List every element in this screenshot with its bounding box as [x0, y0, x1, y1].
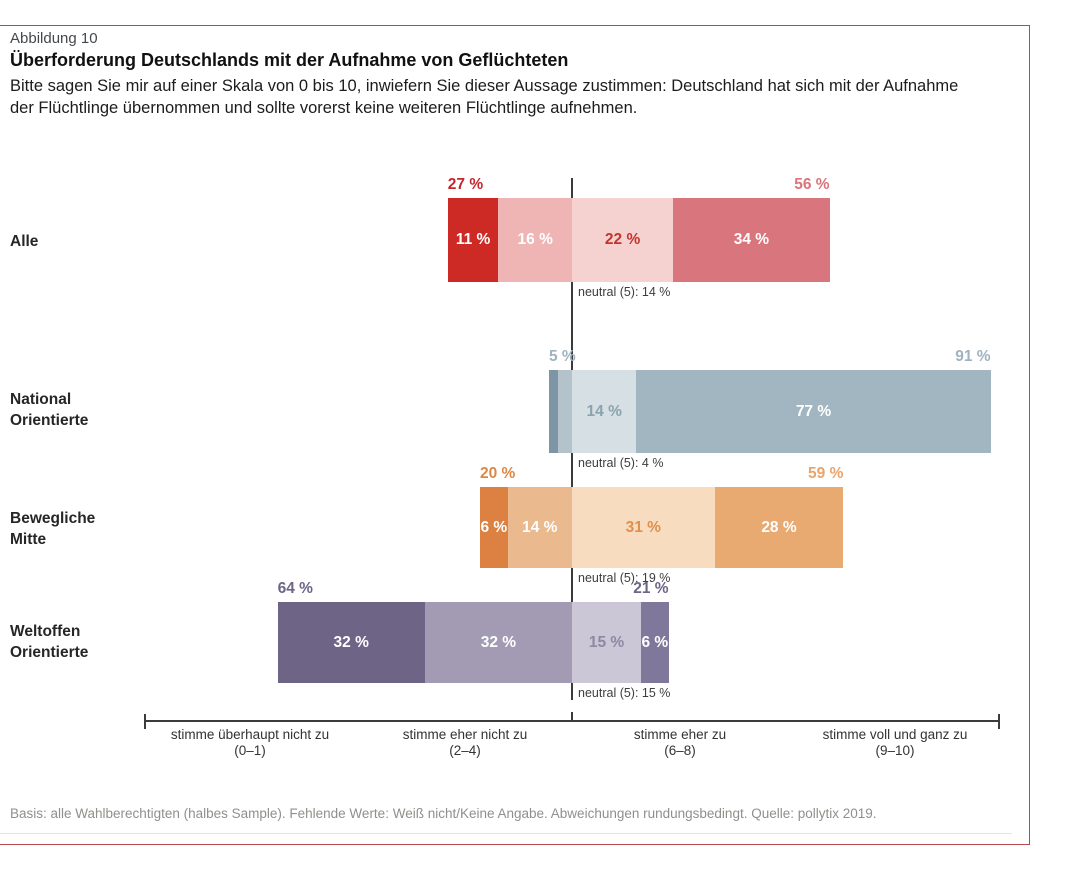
axis-tick-center: [571, 712, 573, 721]
axis-category-3: stimme voll und ganz zu (9–10): [785, 727, 1005, 759]
bar-segment: 14 %: [507, 487, 572, 568]
agree-total-label: 21 %: [633, 580, 669, 597]
segment-value-label: 28 %: [761, 518, 797, 536]
disagree-total-label: 27 %: [447, 176, 484, 193]
bar-segment: 28 %: [714, 487, 844, 568]
figure-label: Abbildung 10: [10, 30, 98, 47]
group-label-national-orientierte: National Orientierte: [10, 391, 89, 429]
agree-total-label: 56 %: [794, 176, 830, 193]
bar-segment: [558, 370, 572, 453]
segment-value-label: 11 %: [455, 231, 491, 248]
axis-tick-left: [144, 714, 146, 729]
neutral-value-label: neutral (5): 14 %: [578, 285, 671, 299]
axis-category-range: (0–1): [234, 743, 266, 758]
segment-value-label: 34 %: [733, 231, 770, 248]
axis-category-range: (9–10): [875, 743, 915, 758]
axis-category-label: stimme eher zu: [633, 727, 727, 742]
segment-value-label: 31 %: [625, 518, 661, 536]
axis-tick-right: [998, 714, 1000, 729]
figure-title: Überforderung Deutschlands mit der Aufna…: [10, 50, 569, 70]
bar-segment: 14 %: [572, 370, 637, 453]
segment-value-label: 22 %: [604, 231, 641, 248]
source-note: Basis: alle Wahlberechtigten (halbes Sam…: [10, 806, 877, 821]
segment-value-label: 6 %: [641, 633, 669, 651]
bar-segment: 15 %: [572, 602, 641, 683]
disagree-total-label: 20 %: [480, 465, 516, 482]
bar-segment: 32 %: [424, 602, 572, 683]
bar-segment: 6 %: [641, 602, 669, 683]
bar-segment: 11 %: [447, 198, 499, 282]
axis-category-2: stimme eher zu (6–8): [570, 727, 790, 759]
axis-category-label: stimme voll und ganz zu: [822, 727, 968, 742]
segment-value-label: 77 %: [795, 402, 832, 420]
segment-value-label: 32 %: [480, 633, 517, 651]
segment-value-label: 6 %: [480, 518, 508, 536]
disagree-total-label: 5 %: [549, 348, 576, 365]
axis-category-0: stimme überhaupt nicht zu (0–1): [140, 727, 360, 759]
bar-segment: 16 %: [498, 198, 572, 282]
agree-total-label: 59 %: [808, 465, 844, 482]
bar-segment: 32 %: [277, 602, 425, 683]
neutral-value-label: neutral (5): 15 %: [578, 686, 671, 700]
segment-value-label: 32 %: [333, 633, 369, 651]
group-label-alle: Alle: [10, 233, 39, 250]
bar-segment: 31 %: [572, 487, 715, 568]
bar-segment: 6 %: [480, 487, 508, 568]
segment-value-label: 14 %: [522, 518, 558, 536]
group-label-bewegliche-mitte: Bewegliche Mitte: [10, 510, 96, 548]
footer-divider: [0, 833, 1012, 834]
axis-category-label: stimme überhaupt nicht zu: [170, 727, 330, 742]
x-axis-line: [145, 720, 1000, 722]
figure-frame: [0, 25, 1030, 845]
bar-segment: 34 %: [673, 198, 830, 282]
agree-total-label: 91 %: [955, 348, 991, 365]
group-label-weltoffen-orientierte: Weltoffen Orientierte: [10, 623, 89, 661]
neutral-value-label: neutral (5): 19 %: [578, 571, 671, 585]
segment-value-label: 16 %: [517, 231, 553, 248]
bar-segment: 22 %: [572, 198, 674, 282]
bar-segment: 77 %: [636, 370, 991, 453]
segment-value-label: 14 %: [586, 402, 622, 420]
disagree-total-label: 64 %: [277, 580, 313, 597]
bar-segment: [549, 370, 559, 453]
neutral-value-label: neutral (5): 4 %: [578, 456, 664, 470]
axis-category-range: (6–8): [664, 743, 696, 758]
figure-subtitle: Bitte sagen Sie mir auf einer Skala von …: [10, 77, 959, 117]
axis-category-label: stimme eher nicht zu: [402, 727, 528, 742]
segment-value-label: 15 %: [588, 633, 625, 651]
axis-category-range: (2–4): [449, 743, 481, 758]
axis-category-1: stimme eher nicht zu (2–4): [355, 727, 575, 759]
